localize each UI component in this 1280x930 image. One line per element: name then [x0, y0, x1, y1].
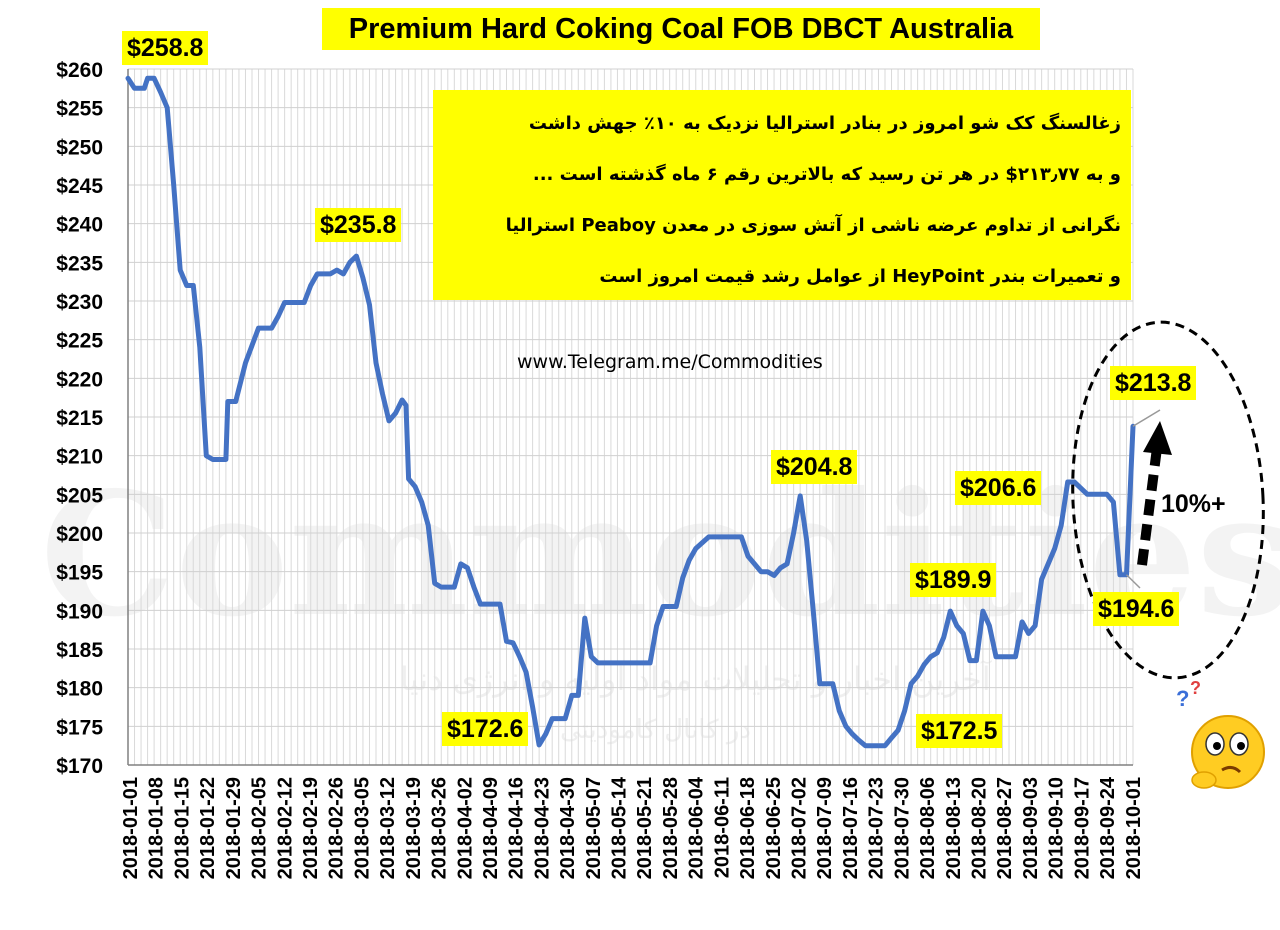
x-tick-label: 2018-03-26 [429, 777, 451, 879]
y-tick-label: $195 [56, 562, 103, 585]
x-tick-label: 2018-06-25 [763, 777, 785, 879]
leader-line [1125, 574, 1141, 589]
y-tick-label: $175 [56, 716, 103, 739]
y-tick-label: $185 [56, 639, 103, 662]
x-tick-label: 2018-06-04 [686, 776, 708, 879]
x-tick-label: 2018-08-27 [994, 777, 1016, 879]
y-tick-label: $215 [56, 407, 103, 430]
y-tick-label: $180 [56, 678, 103, 701]
change-percent-label: 10%+ [1161, 490, 1226, 518]
note-line: و به ۲۱۳٫۷۷$ در هر تن رسید که بالاترین ر… [532, 164, 1121, 185]
x-tick-label: 2018-01-15 [171, 777, 193, 879]
x-tick-label: 2018-06-11 [711, 777, 733, 878]
up-arrow-head [1143, 421, 1172, 455]
y-tick-label: $240 [56, 214, 103, 237]
x-tick-label: 2018-01-22 [197, 777, 219, 879]
x-tick-label: 2018-09-03 [1020, 777, 1042, 879]
data-label-194-6: $194.6 [1093, 592, 1180, 626]
y-tick-label: $255 [56, 98, 103, 121]
data-label-204-8: $204.8 [771, 450, 858, 484]
emoji-pupil [1213, 742, 1221, 750]
x-tick-label: 2018-04-30 [557, 777, 579, 879]
change-annotation [1071, 320, 1265, 680]
x-tick-label: 2018-04-09 [480, 777, 502, 879]
x-tick-label: 2018-09-17 [1071, 777, 1093, 879]
x-tick-label: 2018-05-28 [660, 777, 682, 879]
x-tick-label: 2018-06-18 [737, 777, 759, 879]
y-tick-label: $245 [56, 175, 103, 198]
data-label-172-5: $172.5 [916, 714, 1003, 748]
data-label-235-8: $235.8 [315, 208, 402, 242]
emoji-hand [1191, 771, 1217, 789]
x-tick-label: 2018-04-02 [454, 777, 476, 879]
y-tick-label: $230 [56, 291, 103, 314]
data-label-206-6: $206.6 [955, 471, 1042, 505]
x-tick-label: 2018-03-12 [377, 777, 399, 879]
y-tick-label: $225 [56, 330, 103, 353]
y-tick-label: $190 [56, 600, 103, 623]
x-tick-label: 2018-08-20 [969, 777, 991, 879]
x-tick-label: 2018-03-05 [351, 777, 373, 879]
website-link[interactable]: www.Telegram.me/Commodities [517, 351, 823, 373]
thinking-face-icon: ?? [1176, 678, 1265, 789]
x-tick-label: 2018-01-01 [120, 777, 142, 879]
x-tick-label: 2018-02-12 [274, 777, 296, 879]
x-tick-label: 2018-02-26 [326, 777, 348, 879]
x-tick-label: 2018-08-06 [917, 777, 939, 879]
price-line [125, 75, 1136, 749]
x-tick-label: 2018-07-16 [840, 777, 862, 879]
chart-title: Premium Hard Coking Coal FOB DBCT Austra… [322, 8, 1040, 50]
note-line: نگرانی از تداوم عرضه ناشی از آتش سوزی در… [505, 215, 1121, 236]
y-axis-ticks: $170 $175 $180 $185 $190 $195 $200 $205 $210 $215… [56, 59, 103, 778]
x-tick-label: 2018-04-16 [506, 777, 528, 879]
x-tick-label: 2018-09-10 [1046, 777, 1068, 879]
data-label-189-9: $189.9 [910, 563, 997, 597]
x-axis-ticks: 2018-01-01 2018-01-08 2018-01-15 2018-01-22… [120, 776, 1145, 879]
x-tick-label: 2018-01-08 [146, 777, 168, 879]
x-tick-label: 2018-01-29 [223, 777, 245, 879]
x-tick-label: 2018-05-07 [583, 777, 605, 879]
x-tick-label: 2018-07-30 [891, 777, 913, 879]
emoji-pupil [1237, 742, 1245, 750]
x-tick-label: 2018-07-23 [866, 777, 888, 879]
news-note-box: زغالسنگ کک شو امروز در بنادر استرالیا نز… [433, 90, 1131, 300]
x-tick-label: 2018-07-02 [789, 777, 811, 879]
leader-line [1132, 409, 1161, 427]
x-tick-label: 2018-05-21 [634, 777, 656, 879]
up-arrow-shaft [1137, 447, 1162, 566]
emoji-mouth [1221, 765, 1242, 774]
x-tick-label: 2018-03-19 [403, 777, 425, 879]
y-tick-label: $200 [56, 523, 103, 546]
question-mark-icon: ? [1190, 678, 1201, 698]
chart-axes [127, 69, 1133, 766]
x-tick-label: 2018-09-24 [1097, 776, 1119, 879]
x-tick-label: 2018-04-23 [531, 777, 553, 879]
x-tick-label: 2018-05-14 [609, 776, 631, 879]
data-label-213-8: $213.8 [1110, 366, 1197, 400]
y-tick-label: $205 [56, 484, 103, 507]
x-tick-label: 2018-08-13 [943, 777, 965, 879]
note-line: و تعمیرات بندر HeyPoint از عوامل رشد قیم… [599, 266, 1121, 287]
y-tick-label: $210 [56, 446, 103, 469]
price-series [125, 75, 1136, 749]
y-tick-label: $170 [56, 755, 103, 778]
y-tick-label: $250 [56, 136, 103, 159]
note-line: زغالسنگ کک شو امروز در بنادر استرالیا نز… [528, 113, 1121, 134]
data-label-258-8: $258.8 [122, 31, 209, 65]
y-tick-label: $260 [56, 59, 103, 82]
highlight-ellipse [1071, 320, 1265, 680]
y-tick-label: $220 [56, 368, 103, 391]
x-tick-label: 2018-02-05 [249, 777, 271, 879]
x-tick-label: 2018-10-01 [1123, 777, 1145, 879]
y-tick-label: $235 [56, 252, 103, 275]
x-tick-label: 2018-07-09 [814, 777, 836, 879]
question-mark-icon: ? [1176, 686, 1189, 711]
data-label-172-6: $172.6 [442, 712, 529, 746]
x-tick-label: 2018-02-19 [300, 777, 322, 879]
